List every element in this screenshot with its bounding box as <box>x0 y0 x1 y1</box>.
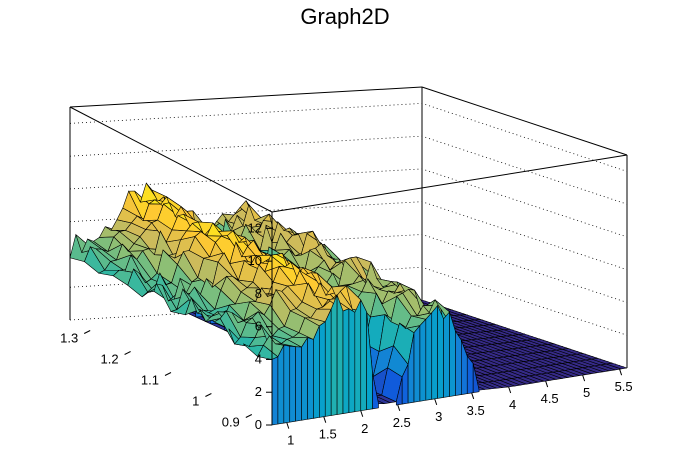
x-tick <box>471 392 475 400</box>
surface-wall <box>283 344 291 424</box>
box-edge <box>69 86 423 108</box>
y-tick <box>245 414 253 418</box>
surface-wall <box>330 294 338 416</box>
box-edge <box>69 106 273 213</box>
z-tick-label: 12 <box>248 220 262 235</box>
y-tick-label: 1.2 <box>101 352 119 367</box>
x-tick-label: 3 <box>435 409 442 424</box>
x-tick <box>545 380 549 388</box>
axes: 0 2 4 6 8 10 12 0.9 1 1.1 1.2 1.3 1 1.5 2 2.5 3 3.5 4 4.5 5 5… <box>60 220 633 447</box>
y-tick-label: 0.9 <box>222 415 240 430</box>
x-tick <box>397 404 401 411</box>
box-edge <box>271 154 628 213</box>
y-tick <box>83 330 91 334</box>
x-tick <box>323 416 327 423</box>
x-tick <box>434 398 438 406</box>
z-tick-label: 2 <box>255 384 262 399</box>
surface-wall <box>319 321 326 418</box>
z-tick-label: 0 <box>255 417 262 432</box>
surface-wall <box>295 346 302 422</box>
x-tick-label: 5.5 <box>615 379 633 394</box>
surface-wall <box>413 324 421 403</box>
surface-wall <box>425 311 433 401</box>
z-tick-label: 8 <box>255 286 262 301</box>
surface-wall <box>455 330 462 396</box>
surface-wall <box>443 311 450 398</box>
surface-wall <box>336 294 344 415</box>
x-tick-label: 2.5 <box>393 415 411 430</box>
chart-title: Graph2D <box>300 4 389 29</box>
surface-wall <box>437 305 444 399</box>
x-tick <box>360 410 364 417</box>
z-tick-label: 4 <box>255 351 262 366</box>
z-tick-label: 6 <box>255 319 262 334</box>
box-edge <box>421 86 628 156</box>
x-tick <box>286 422 290 429</box>
surface-wall <box>342 308 350 414</box>
x-tick-label: 2 <box>361 421 368 436</box>
surface-wall <box>289 345 296 423</box>
y-tick-label: 1.1 <box>141 373 159 388</box>
x-tick-label: 3.5 <box>467 403 485 418</box>
x-tick <box>508 386 512 394</box>
x-tick-label: 5 <box>583 385 590 400</box>
box-frame <box>69 86 628 425</box>
surface-wall <box>360 299 367 412</box>
surface-wall <box>372 373 379 410</box>
surface-wall <box>431 304 438 400</box>
y-tick-label: 1 <box>192 394 199 409</box>
surface-wall <box>472 363 480 394</box>
surface-plot <box>69 182 628 426</box>
surface-wall <box>354 299 362 413</box>
surface-wall <box>277 345 285 425</box>
surface-wall <box>313 325 320 419</box>
x-tick-label: 4 <box>509 397 516 412</box>
surface-wall <box>419 318 427 402</box>
x-tick-label: 1 <box>287 433 294 448</box>
surface-wall <box>324 309 332 417</box>
x-tick-label: 1.5 <box>319 427 337 442</box>
surface-wall <box>271 356 279 426</box>
z-tick-label: 10 <box>248 253 262 268</box>
x-tick <box>582 374 586 382</box>
x-tick <box>619 369 623 376</box>
surface-wall <box>348 308 356 414</box>
y-tick <box>124 351 131 355</box>
surface-wall <box>301 336 308 421</box>
z-gridline <box>69 102 628 172</box>
y-tick <box>205 393 212 397</box>
surface-wall <box>307 337 314 420</box>
y-tick <box>164 372 172 376</box>
x-tick-label: 4.5 <box>541 391 559 406</box>
y-tick-label: 1.3 <box>60 331 78 346</box>
